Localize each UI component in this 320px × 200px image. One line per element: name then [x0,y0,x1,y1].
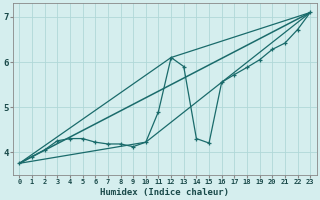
X-axis label: Humidex (Indice chaleur): Humidex (Indice chaleur) [100,188,229,197]
